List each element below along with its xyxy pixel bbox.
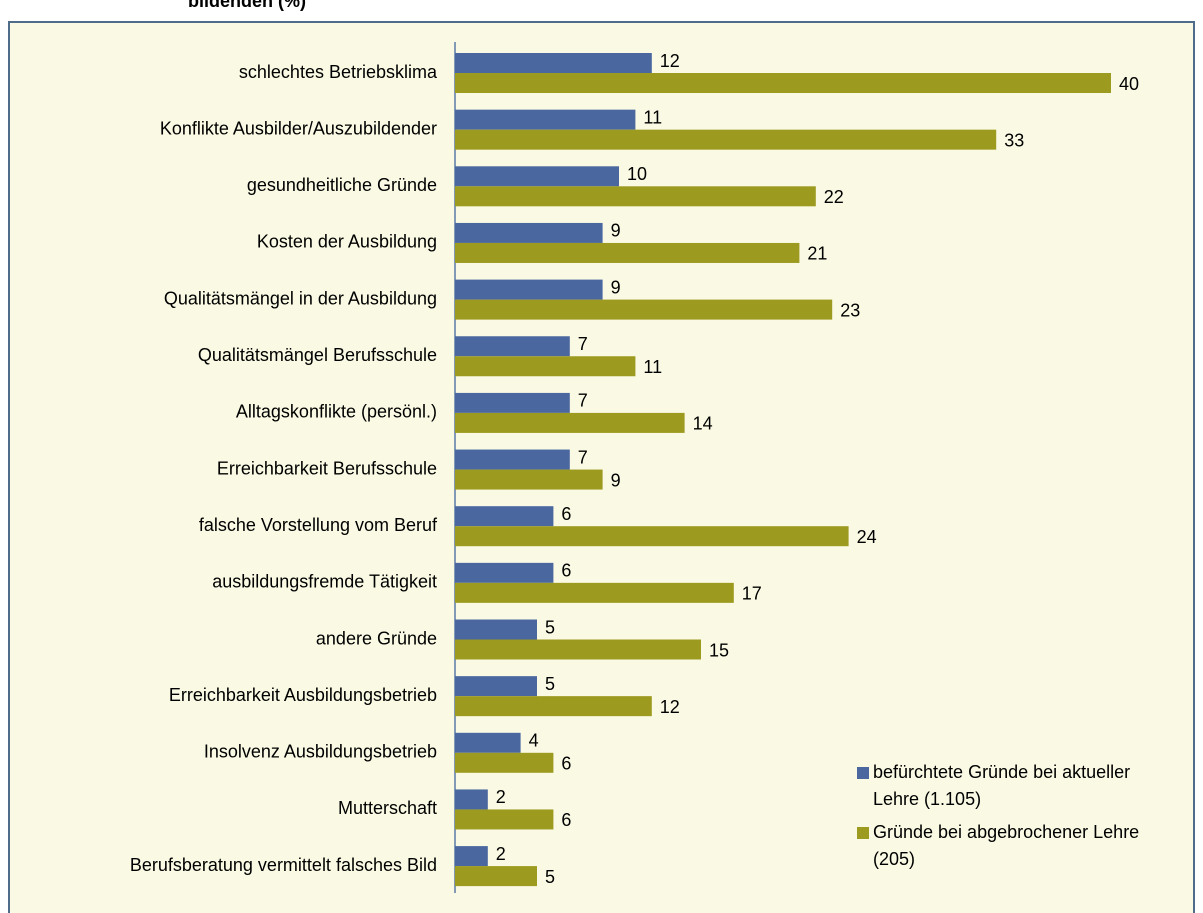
bar [455, 166, 619, 187]
legend-label: Gründe bei abgebrochener Lehre (205) [873, 822, 1140, 869]
bar [455, 222, 603, 243]
bar [455, 412, 685, 433]
category-label: Qualitätsmängel Berufsschule [198, 345, 437, 365]
bar [455, 53, 652, 73]
legend-swatch [857, 767, 869, 779]
value-label: 9 [611, 277, 621, 297]
category-label: andere Gründe [316, 628, 437, 648]
category-label: Mutterschaft [338, 798, 437, 818]
bar [455, 582, 734, 603]
bar [455, 392, 570, 413]
value-label: 40 [1119, 74, 1139, 94]
category-label: Berufsberatung vermittelt falsches Bild [130, 855, 437, 875]
category-label: Alltagskonflikte (persönl.) [236, 402, 437, 422]
value-label: 11 [643, 107, 662, 127]
value-label: 17 [742, 584, 762, 604]
value-label: 9 [611, 470, 621, 490]
chart-title: bildenden (%) [188, 0, 306, 11]
value-label: 21 [807, 244, 827, 264]
category-label: schlechtes Betriebsklima [239, 62, 438, 82]
value-label: 4 [529, 731, 539, 751]
value-label: 6 [561, 754, 571, 774]
category-label: Insolvenz Ausbildungsbetrieb [204, 742, 437, 762]
bar [455, 186, 816, 207]
value-label: 5 [545, 674, 555, 694]
category-label: Kosten der Ausbildung [257, 232, 437, 252]
value-label: 6 [561, 504, 571, 524]
value-label: 6 [561, 561, 571, 581]
bar [455, 696, 652, 717]
bar [455, 469, 603, 490]
category-label: Konflikte Ausbilder/Auszubildender [160, 118, 437, 138]
legend-entry: Gründe bei abgebrochener Lehre (205) [855, 819, 1175, 873]
bar [455, 752, 554, 773]
category-label: gesundheitliche Gründe [247, 175, 437, 195]
value-label: 5 [545, 867, 555, 887]
value-label: 2 [496, 787, 506, 807]
bar [455, 866, 537, 887]
value-label: 7 [578, 334, 588, 354]
value-label: 2 [496, 844, 506, 864]
bar [455, 676, 537, 697]
value-label: 9 [611, 221, 621, 241]
value-label: 22 [824, 187, 844, 207]
bar [455, 619, 537, 640]
bar [455, 449, 570, 470]
bar [455, 73, 1111, 93]
bar [455, 526, 849, 547]
bar [455, 299, 833, 320]
category-label: falsche Vorstellung vom Beruf [199, 515, 438, 535]
bar [455, 336, 570, 357]
value-label: 24 [857, 527, 877, 547]
legend: befürchtete Gründe bei aktueller Lehre (… [855, 759, 1175, 879]
value-label: 5 [545, 617, 555, 637]
legend-swatch [857, 827, 869, 839]
bar [455, 809, 554, 830]
value-label: 23 [840, 300, 860, 320]
value-label: 6 [561, 810, 571, 830]
bar [455, 639, 701, 660]
bar [455, 356, 636, 377]
category-label: Qualitätsmängel in der Ausbildung [164, 288, 437, 308]
value-label: 15 [709, 640, 729, 660]
legend-entry: befürchtete Gründe bei aktueller Lehre (… [855, 759, 1175, 813]
bar [455, 846, 488, 867]
category-label: Erreichbarkeit Berufsschule [217, 458, 437, 478]
bar [455, 279, 603, 300]
value-label: 12 [660, 697, 680, 717]
bar [455, 109, 636, 130]
value-label: 11 [643, 357, 662, 377]
value-label: 33 [1004, 130, 1024, 150]
bar [455, 562, 554, 583]
category-label: Erreichbarkeit Ausbildungsbetrieb [169, 685, 437, 705]
title-area [0, 0, 1203, 21]
value-label: 12 [660, 51, 680, 71]
bar [455, 129, 997, 150]
legend-label: befürchtete Gründe bei aktueller Lehre (… [873, 762, 1131, 809]
value-label: 7 [578, 447, 588, 467]
category-label: ausbildungsfremde Tätigkeit [212, 572, 437, 592]
value-label: 14 [693, 414, 713, 434]
bar [455, 732, 521, 753]
bar [455, 789, 488, 810]
bar [455, 242, 800, 263]
value-label: 7 [578, 391, 588, 411]
value-label: 10 [627, 164, 647, 184]
bar [455, 506, 554, 527]
